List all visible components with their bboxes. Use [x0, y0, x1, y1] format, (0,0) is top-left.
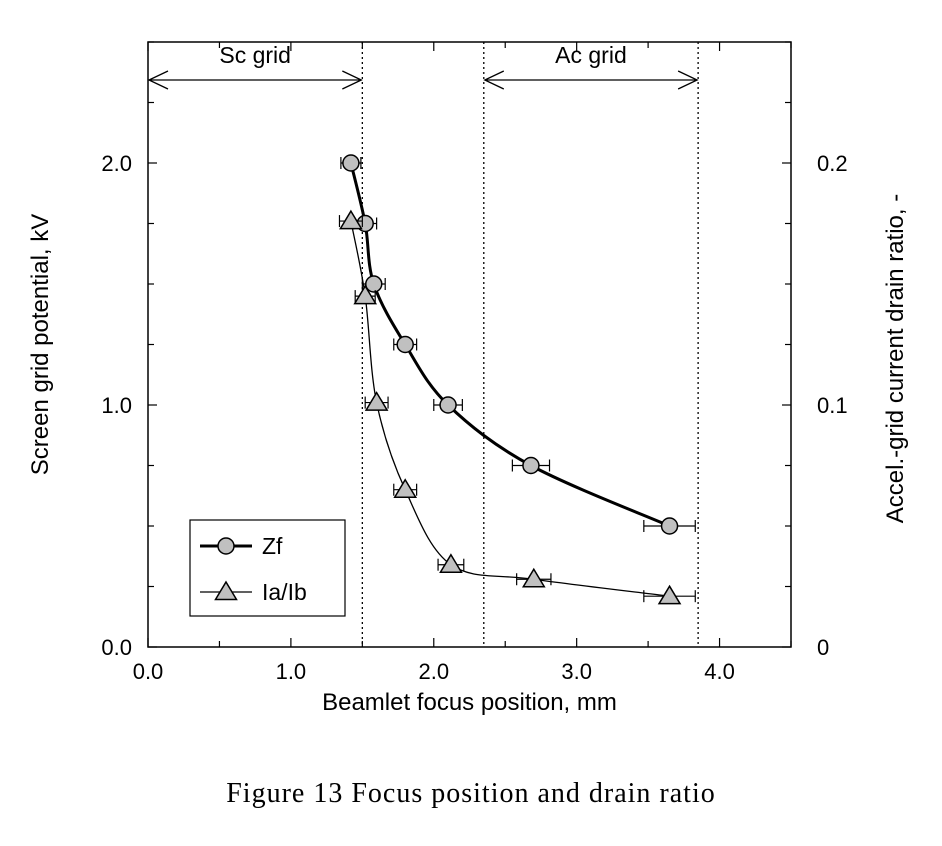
data-point	[660, 517, 679, 535]
region-arrow-head-right	[342, 70, 363, 90]
x-tick-label: 1.0	[276, 659, 307, 684]
legend-label: Zf	[262, 533, 283, 559]
y2-axis-label: Accel.-grid current drain ratio, -	[882, 194, 909, 523]
data-point	[521, 567, 546, 588]
y-tick-label: 2.0	[101, 151, 132, 176]
data-point	[339, 209, 363, 230]
legend-label: Ia/Ib	[262, 579, 307, 605]
data-point	[365, 275, 383, 293]
region-label: Ac grid	[555, 42, 627, 68]
region-arrow-head-left	[483, 70, 505, 90]
x-tick-label: 2.0	[418, 659, 449, 684]
series-line	[350, 220, 670, 597]
x-tick-label: 3.0	[561, 659, 592, 684]
series-zf	[340, 157, 696, 532]
figure-caption: Figure 13 Focus position and drain ratio	[226, 778, 716, 809]
data-point	[353, 284, 378, 305]
data-point	[657, 584, 682, 605]
y2-tick-label: 0.2	[817, 151, 848, 176]
region-label: Sc grid	[219, 42, 291, 68]
chart: 0.0 1.0 2.0 3.0 4.0 0.0 1.0 2.0 0 0.1 0.2 Beamlet f…	[27, 41, 909, 716]
series-ia-ib	[338, 215, 696, 603]
data-point	[364, 391, 389, 411]
data-point	[393, 478, 418, 498]
data-point	[396, 335, 414, 354]
y-axis-label: Screen grid potential, kV	[27, 214, 54, 475]
y2-tick-label: 0	[817, 635, 829, 660]
data-point	[522, 456, 540, 475]
y-tick-label: 0.0	[101, 635, 132, 660]
x-tick-label: 4.0	[704, 659, 735, 684]
legend-marker	[214, 580, 238, 601]
y2-tick-label: 0.1	[817, 393, 848, 418]
region-arrow-head-left	[147, 70, 169, 90]
data-point	[439, 553, 463, 573]
x-axis-label: Beamlet focus position, mm	[322, 689, 617, 716]
legend-marker	[217, 537, 235, 555]
region-arrow-head-right	[677, 70, 699, 90]
data-point	[342, 154, 360, 172]
data-point	[439, 396, 457, 414]
y-tick-label: 1.0	[101, 393, 132, 418]
x-tick-label: 0.0	[133, 659, 164, 684]
